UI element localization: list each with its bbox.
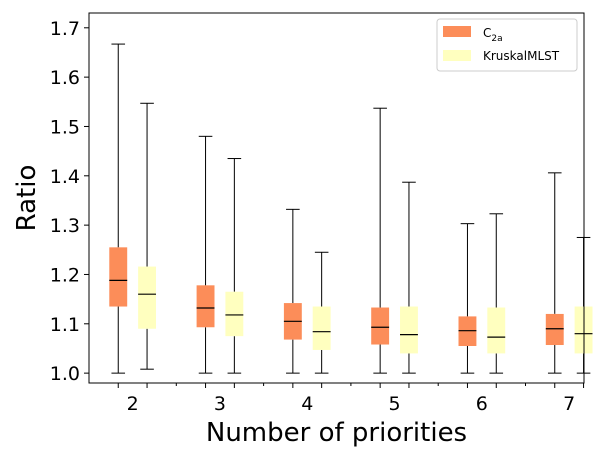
box-series-0-cat-4 — [283, 208, 302, 374]
box-series-1-cat-3 — [225, 158, 244, 374]
y-axis-title: Ratio — [12, 165, 42, 232]
y-tick-label-1: 1.0 — [50, 363, 80, 385]
legend-swatch-c2a — [443, 26, 471, 37]
iqr-box-series-1-cat-2 — [138, 266, 157, 329]
legend-swatch-kruskalmlst — [443, 50, 471, 61]
iqr-box-series-0-cat-2 — [109, 247, 128, 307]
y-tick-label-1.3: 1.3 — [50, 215, 80, 237]
iqr-box-series-1-cat-3 — [225, 291, 244, 337]
ticks-layer: 1.0 1.1 1.2 1.3 1.4 1.5 1.6 1.7 2 3 4 5 6 7 — [50, 18, 585, 415]
x-tick-label-4: 4 — [301, 393, 313, 415]
iqr-box-series-1-cat-5 — [400, 306, 418, 354]
y-tick-label-1.2: 1.2 — [50, 264, 80, 286]
y-tick-label-1.5: 1.5 — [50, 116, 80, 138]
iqr-box-series-0-cat-7 — [545, 313, 564, 346]
boxes-layer — [109, 43, 593, 374]
legend-label-c2a-subscript: 2a — [491, 34, 502, 44]
box-series-0-cat-6 — [458, 223, 477, 374]
box-series-0-cat-3 — [196, 135, 215, 374]
y-tick-label-1.1: 1.1 — [50, 314, 80, 336]
iqr-box-series-1-cat-6 — [487, 307, 506, 354]
x-tick-label-6: 6 — [476, 393, 488, 415]
y-tick-label-1.7: 1.7 — [50, 18, 80, 40]
box-series-0-cat-5 — [371, 107, 390, 374]
box-series-0-cat-7 — [545, 172, 564, 374]
iqr-box-series-0-cat-3 — [196, 285, 215, 328]
x-tick-label-3: 3 — [214, 393, 226, 415]
x-tick-label-2: 2 — [127, 393, 139, 415]
x-axis-title: Number of priorities — [206, 418, 467, 448]
box-series-0-cat-2 — [109, 43, 128, 374]
y-tick-label-1.4: 1.4 — [50, 166, 80, 188]
box-series-1-cat-5 — [400, 181, 418, 374]
y-tick-label-1.6: 1.6 — [50, 67, 80, 89]
x-tick-label-7: 7 — [563, 393, 575, 415]
x-tick-label-5: 5 — [389, 393, 401, 415]
legend-frame — [436, 18, 578, 72]
legend-label-kruskalmlst: KruskalMLST — [483, 49, 560, 63]
legend: C2a KruskalMLST — [436, 18, 578, 72]
iqr-box-series-1-cat-4 — [312, 306, 331, 350]
box-series-1-cat-2 — [138, 102, 157, 370]
legend-label-c2a-main: C — [483, 26, 491, 40]
box-series-1-cat-4 — [312, 251, 331, 374]
iqr-box-series-0-cat-5 — [371, 307, 390, 345]
legend-label-c2a: C2a — [483, 26, 503, 44]
plot-frame — [88, 12, 585, 384]
box-series-1-cat-6 — [487, 213, 506, 374]
